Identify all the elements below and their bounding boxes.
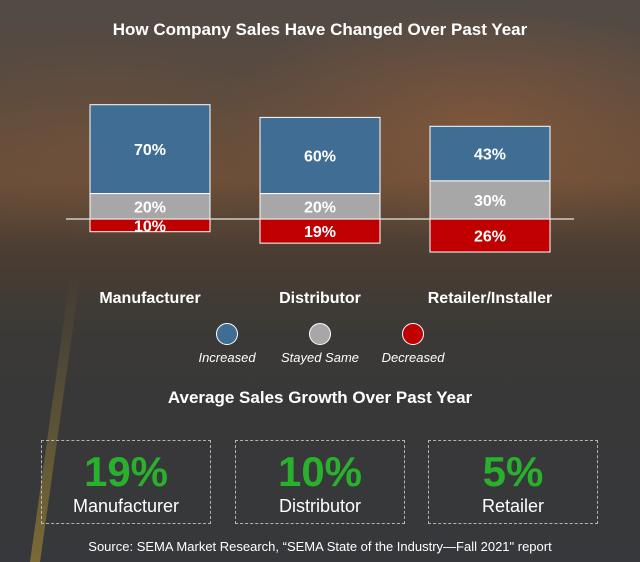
stat-label: Retailer [481,496,545,516]
bar-increased-1 [259,116,381,195]
legend-label: Stayed Same [280,350,360,365]
legend-label: Increased [198,350,256,365]
bar-stayed-same-0 [89,193,211,220]
chart-title: How Company Sales Have Changed Over Past… [112,20,528,39]
legend-swatch [216,323,238,345]
legend-item: Decreased [353,323,473,365]
bar-decreased-2-label: 26% [474,229,506,246]
growth-subtitle: Average Sales Growth Over Past Year [167,388,473,407]
stat-box: 5% Retailer [428,440,598,524]
stat-box: 10% Distributor [235,440,405,524]
stat-label: Distributor [278,496,362,516]
stat-value: 19% [83,448,169,495]
bar-decreased-1 [259,218,381,244]
legend-label: Decreased [381,350,445,365]
category-label: Distributor [279,290,361,307]
bar-stayed-same-0-label: 20% [134,199,166,216]
source-note: Source: SEMA Market Research, “SEMA Stat… [88,539,552,554]
bar-stayed-same-2-label: 30% [474,193,506,210]
legend-item: Stayed Same [260,323,380,365]
bar-decreased-0-label: 10% [134,218,166,235]
bar-increased-1-label: 60% [304,149,336,166]
bar-increased-0-label: 70% [134,142,166,159]
category-label: Manufacturer [99,290,201,307]
bar-stayed-same-1 [259,193,381,220]
category-label: Retailer/Installer [427,290,553,307]
legend-item: Increased [167,323,287,365]
bar-decreased-1-label: 19% [304,224,336,241]
road-area [0,270,640,562]
stacked-bar-chart: 70% 20% 10% 60% 20% 19% 43% 30% 26% [66,104,574,253]
stat-value: 10% [277,448,363,495]
legend-swatch [309,323,331,345]
stat-value: 5% [482,448,544,495]
bar-increased-0 [89,104,211,195]
bar-stayed-same-1-label: 20% [304,199,336,216]
stat-label: Manufacturer [72,496,180,516]
legend-swatch [402,323,424,345]
bar-increased-2-label: 43% [474,147,506,164]
stat-box: 19% Manufacturer [41,440,211,524]
